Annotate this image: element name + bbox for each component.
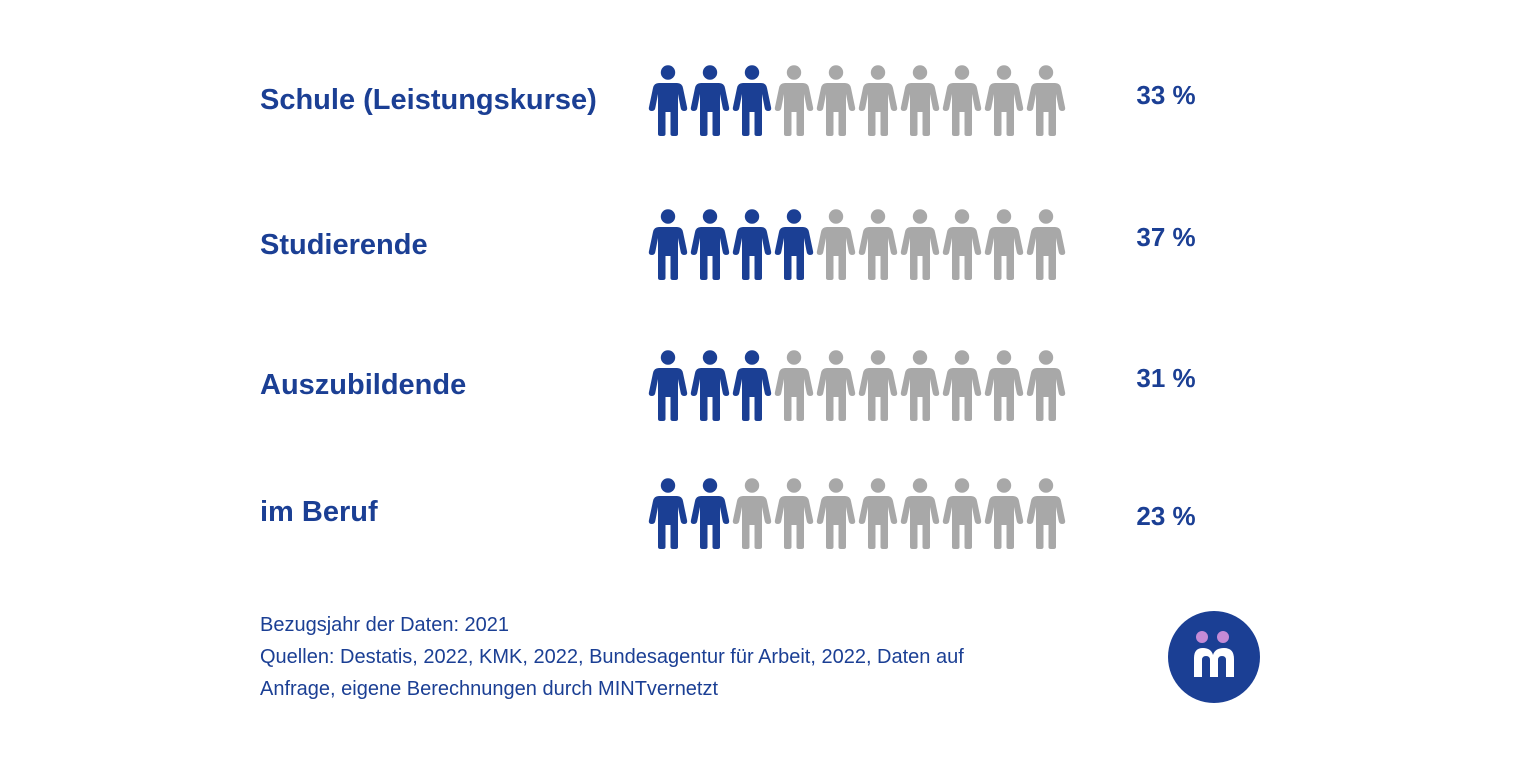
person-icon-highlighted <box>690 209 730 280</box>
person-icon-highlighted <box>690 478 730 549</box>
figure-row-auszubildende <box>648 349 1068 421</box>
person-icon <box>942 65 982 136</box>
person-icon <box>900 478 940 549</box>
footnote-year: Bezugsjahr der Daten: 2021 <box>260 614 510 636</box>
footnote-sources-continued: Anfrage, eigene Berechnungen durch MINTv… <box>260 678 719 700</box>
person-icon <box>858 209 898 280</box>
person-icon <box>774 65 814 136</box>
category-label-auszubildende: Auszubildende <box>260 369 467 401</box>
figure-row-studierende <box>648 208 1068 280</box>
person-icon <box>942 350 982 421</box>
person-icon <box>1026 478 1066 549</box>
value-label-im-beruf: 23 % <box>1136 501 1196 531</box>
person-icon <box>984 209 1024 280</box>
person-icon <box>858 65 898 136</box>
person-icon <box>1026 65 1066 136</box>
person-icon-highlighted <box>732 65 772 136</box>
mintvernetzt-logo-icon <box>1168 611 1260 703</box>
figure-row-schule <box>648 64 1068 136</box>
person-icon <box>816 209 856 280</box>
person-icon-highlighted <box>648 350 688 421</box>
person-icon-highlighted <box>648 478 688 549</box>
category-label-studierende: Studierende <box>260 229 428 261</box>
person-icon-highlighted <box>732 209 772 280</box>
footnote-sources: Quellen: Destatis, 2022, KMK, 2022, Bund… <box>260 646 964 668</box>
person-icon <box>732 478 772 549</box>
person-icon-highlighted <box>648 209 688 280</box>
value-label-schule: 33 % <box>1136 80 1196 110</box>
person-icon <box>900 65 940 136</box>
person-icon <box>984 65 1024 136</box>
person-icon <box>984 350 1024 421</box>
person-icon <box>942 478 982 549</box>
person-icon <box>858 350 898 421</box>
person-icon <box>984 478 1024 549</box>
person-icon <box>900 350 940 421</box>
person-icon-highlighted <box>774 209 814 280</box>
person-icon <box>1026 209 1066 280</box>
category-label-schule: Schule (Leistungskurse) <box>260 84 597 116</box>
person-icon <box>816 478 856 549</box>
person-icon-highlighted <box>732 350 772 421</box>
person-icon <box>900 209 940 280</box>
person-icon <box>942 209 982 280</box>
person-icon-highlighted <box>690 350 730 421</box>
person-icon <box>816 350 856 421</box>
person-icon <box>1026 350 1066 421</box>
person-icon <box>774 350 814 421</box>
person-icon <box>858 478 898 549</box>
person-icon-highlighted <box>648 65 688 136</box>
value-label-studierende: 37 % <box>1136 222 1196 252</box>
category-label-im-beruf: im Beruf <box>260 496 378 528</box>
figure-row-im-beruf <box>648 477 1068 549</box>
person-icon <box>774 478 814 549</box>
person-icon-highlighted <box>690 65 730 136</box>
person-icon <box>816 65 856 136</box>
value-label-auszubildende: 31 % <box>1136 363 1196 393</box>
